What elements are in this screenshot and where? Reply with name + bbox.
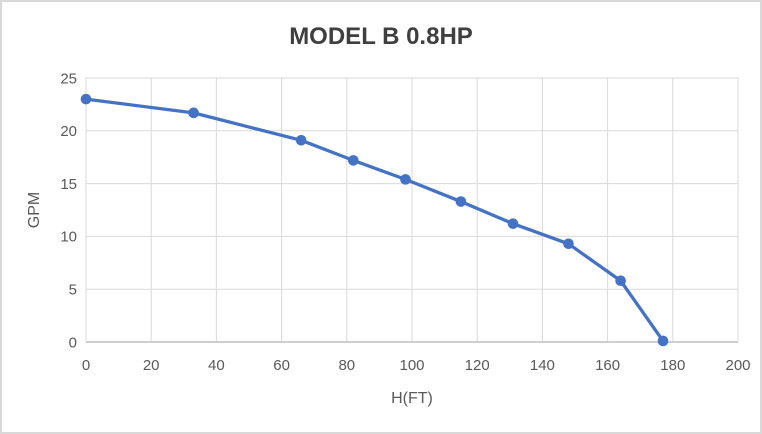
x-tick-label: 200	[725, 357, 750, 374]
x-tick-label: 180	[660, 357, 685, 374]
y-axis-title: GPM	[26, 192, 43, 228]
data-point-marker	[657, 335, 669, 347]
y-tick-label: 25	[60, 70, 77, 87]
data-point-marker	[455, 196, 467, 207]
x-axis-title: H(FT)	[391, 390, 433, 407]
data-point-marker	[188, 107, 199, 119]
data-point-marker	[400, 174, 411, 185]
x-tick-label: 160	[595, 357, 620, 374]
chart-title: MODEL B 0.8HP	[289, 23, 473, 50]
y-tick-label: 20	[60, 123, 77, 140]
data-point-marker	[615, 275, 626, 287]
y-tick-label: 10	[60, 229, 77, 246]
x-tick-label: 20	[143, 357, 160, 374]
data-point-marker	[295, 135, 307, 146]
x-tick-label: 100	[399, 357, 424, 374]
x-tick-label: 60	[273, 357, 290, 374]
data-point-marker	[563, 238, 574, 250]
y-tick-label: 5	[69, 281, 77, 298]
y-tick-label: 0	[69, 334, 77, 351]
series-line	[84, 97, 665, 343]
data-point-marker	[80, 93, 92, 105]
x-tick-label: 0	[82, 357, 90, 374]
x-tick-label: 80	[338, 357, 355, 374]
y-tick-label: 15	[60, 176, 77, 193]
data-point-marker	[507, 218, 519, 230]
x-tick-label: 40	[208, 357, 225, 374]
data-point-marker	[348, 155, 359, 166]
x-tick-label: 140	[530, 357, 555, 374]
x-tick-label: 120	[465, 357, 490, 374]
